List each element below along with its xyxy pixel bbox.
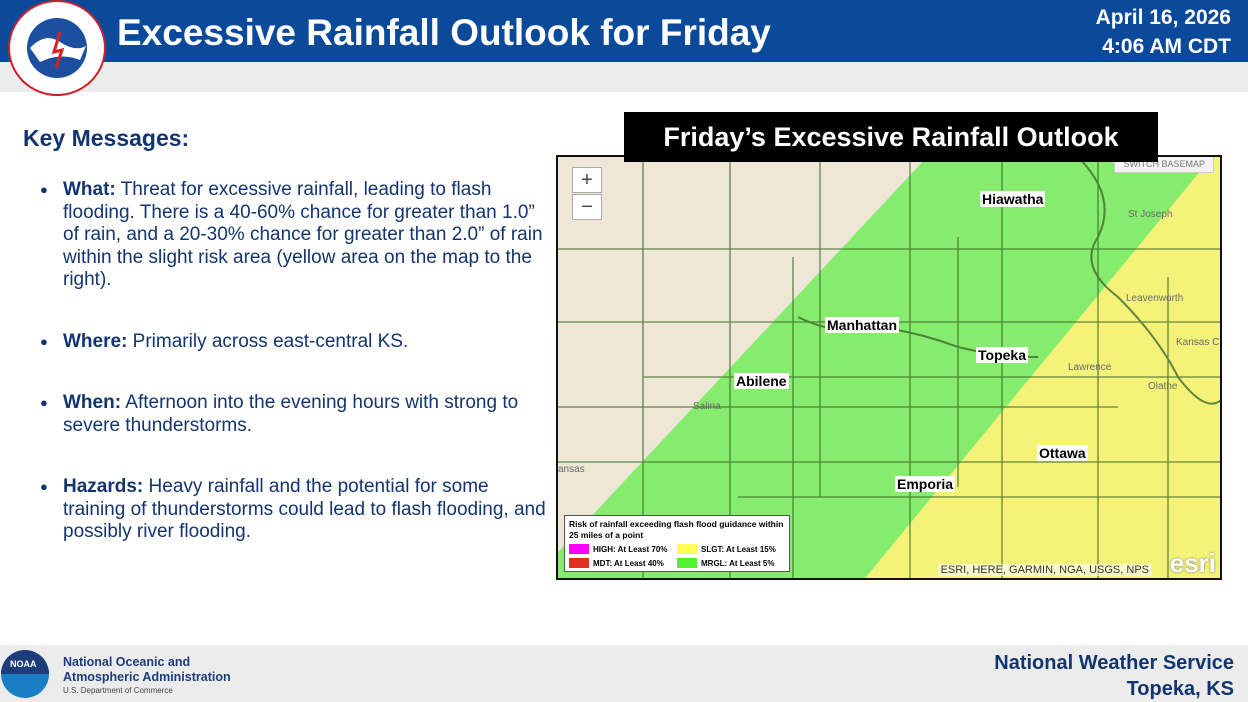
noaa-logo: NOAA [1,650,49,698]
town-label-kansas-city: Kansas C [1176,337,1220,348]
zoom-in-button[interactable]: + [572,167,602,193]
town-label-salina: Salina [693,401,721,412]
town-label-lawrence: Lawrence [1068,362,1112,373]
nws-office: National Weather Service Topeka, KS [994,650,1234,702]
message-where: Where: Primarily across east-central KS. [40,331,550,354]
footer-bar [0,645,1248,702]
key-messages-heading: Key Messages: [23,125,190,151]
issuance-datetime: April 16, 2026 4:06 AM CDT [1096,3,1231,61]
message-when: When: Afternoon into the evening hours w… [40,392,550,437]
map-title: Friday’s Excessive Rainfall Outlook [624,112,1158,162]
message-label: When: [63,392,122,413]
legend-swatch [677,558,697,568]
message-label: Hazards: [63,476,144,497]
legend-label: MDT: At Least 40% [593,558,664,568]
noaa-org-name: National Oceanic and Atmospheric Administ… [63,655,231,699]
legend-item-high: HIGH: At Least 70% [569,544,677,554]
message-label: Where: [63,330,128,352]
office-name: Topeka, KS [1126,678,1234,700]
outlook-map[interactable]: + − SWITCH BASEMAP Hiawatha Manhattan To… [556,155,1222,580]
message-text: Threat for excessive rainfall, leading t… [63,179,543,290]
city-label-topeka: Topeka [976,347,1028,363]
city-label-manhattan: Manhattan [825,317,899,333]
map-attribution: ESRI, HERE, GARMIN, NGA, USGS, NPS [937,564,1152,576]
map-canvas [558,157,1220,578]
town-label-kansas: ansas [558,464,585,475]
city-label-emporia: Emporia [895,476,956,492]
nws-logo [8,0,106,96]
page-title: Excessive Rainfall Outlook for Friday [117,12,771,53]
header-strip [0,62,1248,92]
message-text: Primarily across east-central KS. [127,330,409,352]
issue-date: April 16, 2026 [1095,6,1231,29]
legend-title: Risk of rainfall exceeding flash flood g… [569,519,784,540]
town-label-leavenworth: Leavenworth [1126,293,1184,304]
zoom-out-button[interactable]: − [572,194,602,220]
org-line2: Atmospheric Administration [63,669,231,684]
town-label-olathe: Olathe [1148,381,1178,392]
esri-logo: esri [1169,548,1216,578]
marginal-risk-area [558,157,1212,578]
legend-swatch [677,544,697,554]
issue-time: 4:06 AM CDT [1102,35,1231,58]
legend-swatch [569,558,589,568]
slight-risk-area [865,157,1220,578]
city-label-ottawa: Ottawa [1037,445,1088,461]
message-text: Heavy rainfall and the potential for som… [63,476,546,542]
dept-name: U.S. Department of Commerce [63,686,173,695]
org-line1: National Oceanic and [63,655,191,669]
nws-name: National Weather Service [994,652,1234,674]
map-legend: Risk of rainfall exceeding flash flood g… [564,515,790,572]
message-text: Afternoon into the evening hours with st… [63,392,519,436]
legend-item-moderate: MDT: At Least 40% [569,558,677,568]
legend-swatch [569,544,589,554]
city-label-abilene: Abilene [734,373,789,389]
legend-label: SLGT: At Least 15% [701,544,776,554]
message-label: What: [63,179,116,200]
header-bar [0,0,1248,62]
legend-item-marginal: MRGL: At Least 5% [677,558,785,568]
message-hazards: Hazards: Heavy rainfall and the potentia… [40,476,550,544]
message-what: What: Threat for excessive rainfall, lea… [40,179,550,292]
noaa-logo-text: NOAA [10,659,37,669]
legend-label: MRGL: At Least 5% [701,558,775,568]
key-messages-list: What: Threat for excessive rainfall, lea… [40,179,550,544]
legend-label: HIGH: At Least 70% [593,544,668,554]
city-label-hiawatha: Hiawatha [980,191,1046,207]
legend-item-slight: SLGT: At Least 15% [677,544,785,554]
town-label-st-joseph: St Joseph [1128,209,1173,220]
